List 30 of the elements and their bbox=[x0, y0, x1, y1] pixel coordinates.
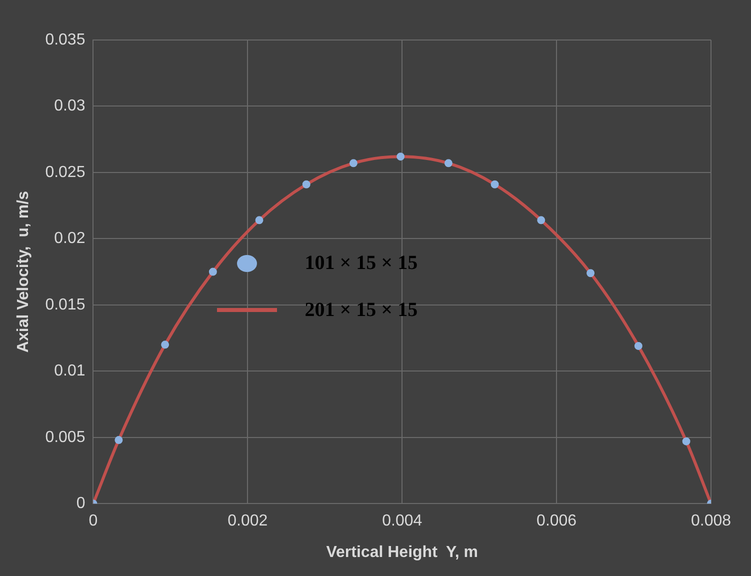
x-tick-label: 0.008 bbox=[690, 512, 732, 530]
x-axis-title: Vertical Height Y, m bbox=[326, 544, 478, 561]
y-tick-label: 0.03 bbox=[54, 98, 86, 115]
legend-label: 201 × 15 × 15 bbox=[304, 298, 418, 322]
x-tick-label: 0.002 bbox=[228, 512, 268, 530]
y-tick-label: 0.035 bbox=[45, 31, 86, 48]
point bbox=[682, 437, 690, 446]
y-tick-label: 0.02 bbox=[54, 230, 86, 248]
point bbox=[444, 159, 452, 168]
y-tick-label: 0.01 bbox=[54, 362, 86, 380]
point bbox=[586, 269, 595, 278]
point bbox=[490, 180, 499, 188]
point bbox=[255, 216, 264, 224]
point bbox=[634, 342, 642, 350]
y-tick-label: 0.025 bbox=[45, 164, 86, 181]
x-tick-label: 0 bbox=[88, 512, 98, 530]
point bbox=[537, 216, 546, 224]
point bbox=[114, 436, 123, 444]
y-tick-label: 0.015 bbox=[45, 296, 86, 314]
point bbox=[349, 159, 358, 168]
point bbox=[161, 340, 170, 349]
point bbox=[208, 268, 217, 276]
x-tick-label: 0.004 bbox=[382, 512, 422, 530]
y-tick-label: 0.005 bbox=[45, 428, 86, 446]
y-axis-title: Axial Velocity, u, m/s bbox=[15, 190, 32, 353]
point bbox=[396, 152, 405, 161]
x-tick-label: 0.006 bbox=[536, 512, 577, 530]
point bbox=[302, 180, 310, 188]
y-tick-label: 0 bbox=[76, 495, 86, 512]
legend-label: 101 × 15 × 15 bbox=[304, 252, 418, 275]
